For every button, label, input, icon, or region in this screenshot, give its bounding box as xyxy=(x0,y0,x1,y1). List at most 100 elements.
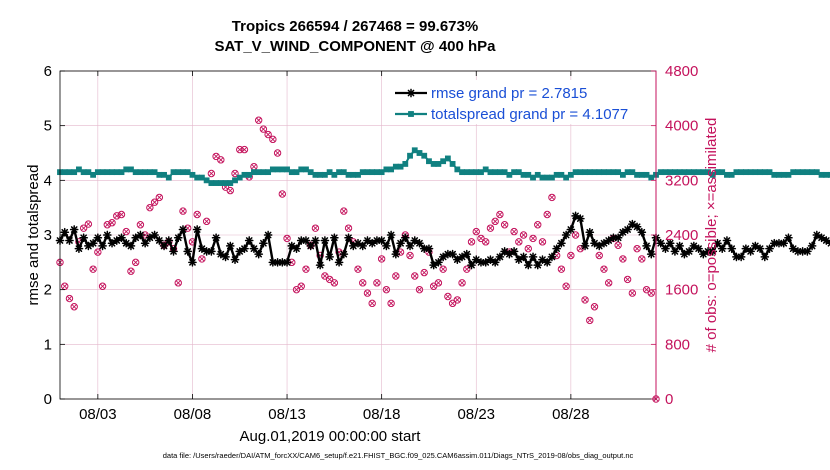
data-point xyxy=(203,177,210,184)
data-point xyxy=(823,171,830,178)
obs-count-point xyxy=(420,268,428,277)
data-point xyxy=(675,241,685,251)
data-point xyxy=(511,169,517,176)
data-point xyxy=(779,238,789,248)
obs-count-point xyxy=(633,244,641,253)
data-point xyxy=(637,227,647,237)
data-point xyxy=(471,255,481,264)
data-point xyxy=(180,169,186,176)
data-point xyxy=(533,260,543,270)
data-point xyxy=(391,249,401,259)
data-point xyxy=(760,252,770,262)
data-point xyxy=(803,247,812,256)
obs-count-point xyxy=(604,279,613,287)
data-point xyxy=(211,233,221,243)
data-point xyxy=(623,225,632,234)
data-point xyxy=(736,252,746,262)
obs-count-point xyxy=(623,275,632,284)
obs-count-point xyxy=(311,224,320,232)
data-point xyxy=(392,163,399,170)
data-point xyxy=(265,169,272,176)
y-tick-label-right: 0 xyxy=(665,391,673,408)
obs-count-point xyxy=(84,220,93,228)
obs-count-point xyxy=(202,217,211,226)
data-point xyxy=(482,166,489,173)
data-point xyxy=(225,241,235,251)
data-point xyxy=(344,233,353,243)
data-point xyxy=(798,247,807,256)
data-point xyxy=(405,241,415,251)
data-point xyxy=(159,241,169,251)
data-point xyxy=(66,169,73,176)
y-tick-label-left: 6 xyxy=(44,63,52,80)
data-point xyxy=(632,222,642,232)
data-point xyxy=(123,166,130,173)
obs-count-point xyxy=(595,251,603,260)
data-point xyxy=(369,169,376,176)
data-point xyxy=(315,260,325,270)
obs-count-point xyxy=(576,244,585,253)
data-point xyxy=(241,171,248,178)
data-point xyxy=(165,174,172,181)
data-point xyxy=(244,236,254,245)
obs-count-point xyxy=(184,224,192,232)
y-tick-label-left: 2 xyxy=(44,282,52,299)
data-point xyxy=(104,169,111,176)
data-point xyxy=(217,180,224,186)
data-point xyxy=(448,249,457,259)
obs-count-point xyxy=(515,238,523,246)
obs-count-point xyxy=(231,169,239,178)
data-point xyxy=(269,166,276,173)
data-point xyxy=(61,169,68,176)
obs-count-point xyxy=(79,224,88,232)
data-point xyxy=(426,158,432,165)
data-point xyxy=(438,252,448,262)
data-point xyxy=(188,257,197,267)
data-point xyxy=(303,166,309,173)
data-point xyxy=(259,238,268,248)
obs-count-point xyxy=(581,296,589,304)
data-point xyxy=(807,241,817,251)
data-point xyxy=(719,169,726,176)
data-point xyxy=(154,236,164,245)
data-point xyxy=(742,169,749,176)
obs-count-point xyxy=(321,272,329,280)
data-point xyxy=(585,227,595,237)
data-point xyxy=(733,169,740,176)
data-point xyxy=(468,169,475,176)
data-point xyxy=(547,252,557,262)
obs-count-point xyxy=(496,210,504,219)
obs-count-point xyxy=(373,279,381,287)
data-point xyxy=(613,233,623,243)
data-point xyxy=(434,257,443,267)
obs-count-point xyxy=(482,238,490,246)
data-point xyxy=(542,257,552,267)
data-point xyxy=(490,257,500,267)
obs-count-point xyxy=(538,238,547,246)
data-point xyxy=(312,171,319,178)
data-point xyxy=(435,161,442,167)
y-axis-label-left: rmse and totalspread xyxy=(25,165,42,306)
obs-count-point xyxy=(500,221,509,229)
y-tick-label-right: 4000 xyxy=(665,118,698,135)
data-point xyxy=(818,171,825,178)
data-point xyxy=(646,249,656,259)
data-point xyxy=(525,171,532,178)
data-point xyxy=(126,241,136,251)
data-point xyxy=(178,225,188,234)
y-tick-label-left: 0 xyxy=(44,391,52,408)
data-point xyxy=(76,166,82,173)
data-point xyxy=(325,252,334,262)
data-point xyxy=(615,169,622,176)
obs-count-point xyxy=(590,303,599,311)
x-tick-label: 08/28 xyxy=(552,406,590,423)
data-point xyxy=(421,152,428,159)
y-tick-label-left: 3 xyxy=(44,227,52,244)
obs-count-point xyxy=(207,169,216,178)
data-point xyxy=(240,244,249,254)
data-point xyxy=(444,155,451,162)
data-point xyxy=(175,169,182,176)
data-point xyxy=(336,169,342,176)
data-point xyxy=(656,238,666,248)
data-point xyxy=(717,244,727,254)
